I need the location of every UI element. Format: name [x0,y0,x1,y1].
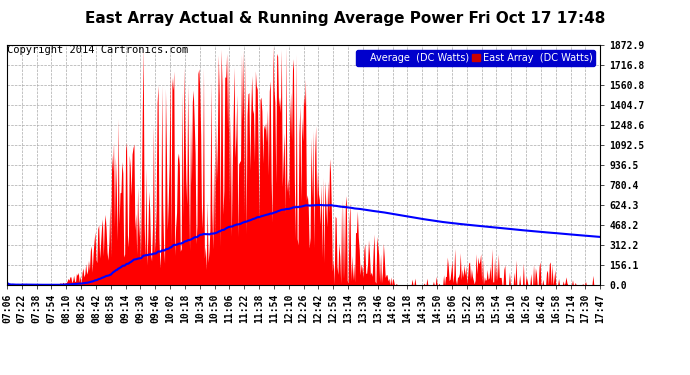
Text: Copyright 2014 Cartronics.com: Copyright 2014 Cartronics.com [7,45,188,55]
Legend: Average  (DC Watts), East Array  (DC Watts): Average (DC Watts), East Array (DC Watts… [357,50,595,66]
Text: East Array Actual & Running Average Power Fri Oct 17 17:48: East Array Actual & Running Average Powe… [85,11,605,26]
